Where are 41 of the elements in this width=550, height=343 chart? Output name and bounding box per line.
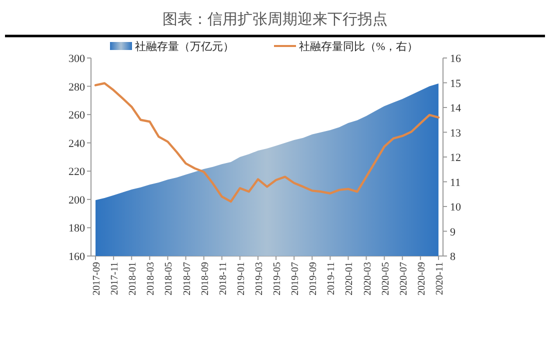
y2-tick-label: 10 <box>450 202 462 214</box>
x-tick-label: 2019-03 <box>254 262 265 296</box>
x-tick-label: 2018-03 <box>146 262 157 296</box>
x-tick-label: 2020-11 <box>434 262 446 295</box>
y-tick-label: 300 <box>68 53 86 65</box>
y2-tick-label: 16 <box>450 53 462 65</box>
legend-label: 社融存量（万亿元） <box>135 40 234 53</box>
x-tick-label: 2018-05 <box>164 262 175 296</box>
y2-tick-label: 13 <box>450 127 462 140</box>
y2-tick-label: 8 <box>450 251 456 263</box>
y2-tick-label: 15 <box>450 78 462 90</box>
x-tick-label: 2020-01 <box>344 262 356 296</box>
chart-title: 图表：信用扩张周期迎来下行拐点 <box>162 11 388 28</box>
legend-label: 社融存量同比（%，右） <box>299 40 418 53</box>
x-tick-label: 2020-05 <box>380 262 392 296</box>
y-tick-label: 160 <box>68 251 86 263</box>
x-tick-label: 2017-11 <box>110 262 121 295</box>
y-tick-label: 180 <box>68 222 86 235</box>
x-tick-label: 2018-11 <box>218 262 229 295</box>
y-tick-label: 280 <box>68 81 86 94</box>
x-tick-label: 2020-07 <box>398 262 410 296</box>
y2-tick-label: 14 <box>450 102 462 114</box>
x-tick-label: 2020-09 <box>416 262 428 296</box>
x-tick-label: 2018-07 <box>182 262 193 296</box>
y2-tick-label: 9 <box>450 226 456 238</box>
x-tick-label: 2020-03 <box>362 262 374 296</box>
y2-tick-label: 11 <box>450 176 461 189</box>
x-tick-label: 2019-07 <box>290 262 302 296</box>
y-tick-label: 260 <box>68 110 86 122</box>
x-tick-label: 2017-09 <box>92 262 103 296</box>
y-tick-label: 200 <box>68 194 86 206</box>
y-tick-label: 220 <box>68 166 86 178</box>
x-tick-label: 2019-09 <box>308 262 320 296</box>
line-series <box>94 82 440 203</box>
x-tick-label: 2019-01 <box>236 262 247 296</box>
y-tick-label: 240 <box>68 138 86 150</box>
x-tick-label: 2018-01 <box>128 262 139 296</box>
x-tick-label: 2019-05 <box>272 262 284 296</box>
x-tick-label: 2018-09 <box>200 262 211 296</box>
y2-tick-label: 12 <box>450 152 461 164</box>
x-tick-label: 2019-11 <box>326 262 338 295</box>
